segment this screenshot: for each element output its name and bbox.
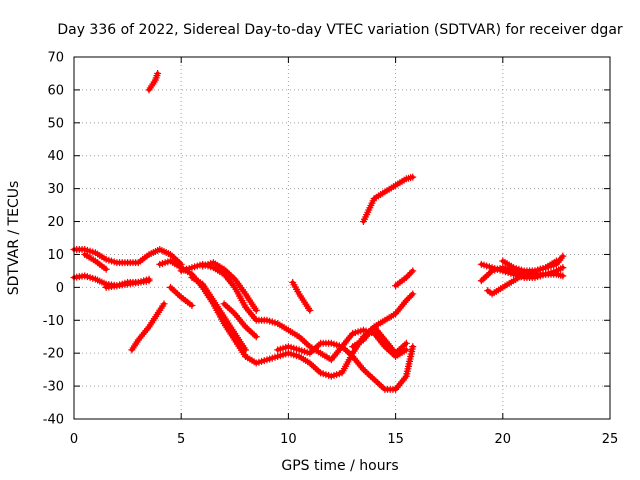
data-point-marker: [559, 252, 567, 260]
data-point-marker: [409, 343, 417, 351]
y-tick-label: 40: [47, 149, 64, 164]
data-point-marker: [402, 297, 410, 305]
y-tick-label: 0: [56, 281, 64, 296]
data-point-marker: [242, 346, 250, 354]
data-point-marker: [160, 300, 168, 308]
data-point-marker: [252, 306, 260, 314]
series-track-03: [81, 250, 110, 273]
series-track-14: [274, 339, 417, 393]
data-point-marker: [404, 295, 412, 303]
series-track-17: [392, 267, 417, 290]
y-tick-label: 70: [47, 51, 64, 66]
series-track-04: [102, 275, 153, 291]
data-point-marker: [145, 275, 153, 283]
series-track-16: [359, 173, 417, 226]
chart-title: Day 336 of 2022, Sidereal Day-to-day VTE…: [57, 22, 623, 38]
x-tick-label: 25: [602, 432, 619, 447]
series-track-11: [166, 283, 196, 309]
y-tick-label: -40: [43, 413, 64, 428]
y-tick-label: 20: [47, 215, 64, 230]
data-point-marker: [406, 293, 414, 301]
data-point-marker: [188, 301, 196, 309]
x-tick-label: 10: [280, 432, 297, 447]
x-tick-label: 0: [70, 432, 78, 447]
data-series: [70, 69, 567, 393]
grid-lines: [74, 57, 610, 419]
data-point-marker: [559, 272, 567, 280]
data-point-marker: [409, 173, 417, 181]
x-tick-label: 15: [387, 432, 404, 447]
y-tick-label: 60: [47, 83, 64, 98]
series-track-10: [199, 259, 260, 314]
data-point-marker: [252, 333, 260, 341]
y-tick-label: 10: [47, 248, 64, 263]
x-axis-label: GPS time / hours: [281, 458, 398, 474]
plot-border: [73, 56, 611, 420]
series-track-20: [477, 260, 567, 281]
y-tick-label: -30: [43, 380, 64, 395]
data-point-marker: [306, 306, 314, 314]
data-point-marker: [407, 269, 415, 277]
series-track-06: [145, 69, 162, 94]
data-point-marker: [406, 270, 414, 278]
data-point-marker: [559, 264, 567, 272]
data-point-marker: [404, 272, 412, 280]
series-track-09: [188, 273, 250, 354]
axis-ticks: -40 -30 -20 -10 0 10 20 30 40 50 60 70 0 5 10 15 20 25: [43, 51, 619, 448]
y-tick-label: -10: [43, 314, 64, 329]
series-track-21: [499, 257, 560, 275]
x-tick-label: 5: [177, 432, 185, 447]
data-point-marker: [154, 69, 162, 77]
data-point-marker: [102, 265, 110, 273]
y-tick-label: 50: [47, 116, 64, 131]
data-point-marker: [407, 292, 415, 300]
data-point-marker: [402, 273, 410, 281]
series-track-15: [349, 290, 417, 351]
series-trace: [361, 175, 415, 224]
data-point-marker: [409, 267, 417, 275]
data-point-marker: [402, 346, 410, 354]
y-axis-label: SDTVAR / TECUs: [6, 181, 22, 296]
y-tick-label: -20: [43, 347, 64, 362]
series-track-01: [70, 246, 185, 268]
series-track-12: [220, 300, 260, 341]
y-tick-label: 30: [47, 182, 64, 197]
x-tick-label: 20: [495, 432, 512, 447]
data-point-marker: [552, 257, 560, 265]
data-point-marker: [409, 290, 417, 298]
data-point-marker: [402, 339, 410, 347]
series-track-05: [128, 300, 168, 354]
series-track-13: [289, 278, 314, 314]
